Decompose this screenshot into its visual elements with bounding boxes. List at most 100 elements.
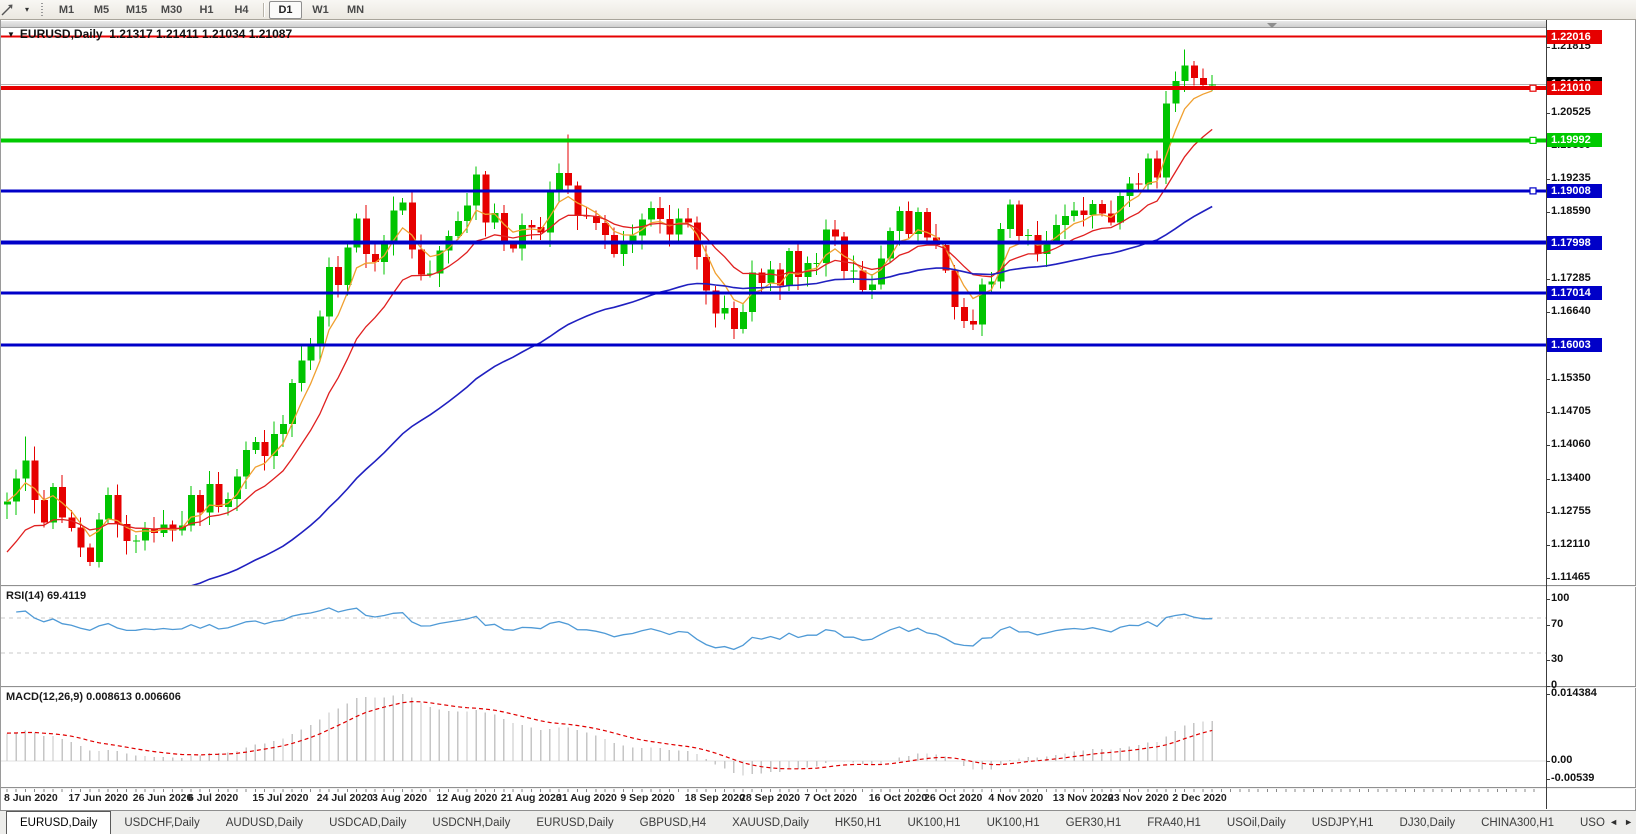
panel-separator[interactable]: [1, 585, 1636, 587]
date-label: 9 Sep 2020: [620, 792, 675, 804]
rsi-panel-plot[interactable]: [1, 587, 1546, 686]
indicator-tick-mark: [1546, 599, 1550, 600]
price-tick-label: 1.11465: [1551, 571, 1591, 583]
tab-uk100-h1[interactable]: UK100,H1: [986, 816, 1040, 829]
chart-title: ▼ EURUSD,Daily 1.21317 1.21411 1.21034 1.…: [7, 27, 292, 41]
indicator-tick-label: -0.00539: [1551, 772, 1595, 784]
date-label: 26 Jun 2020: [132, 792, 193, 804]
date-label: 8 Jun 2020: [4, 792, 58, 804]
date-label: 23 Nov 2020: [1108, 792, 1169, 804]
tab-gbpusd-h4[interactable]: GBPUSD,H4: [639, 816, 707, 829]
date-label: 4 Nov 2020: [988, 792, 1044, 804]
price-axis-line: [1546, 20, 1547, 809]
tab-usdjpy-h1[interactable]: USDJPY,H1: [1311, 816, 1374, 829]
chart-ohlc-values: 1.21317 1.21411 1.21034 1.21087: [109, 27, 293, 41]
date-label: 31 Aug 2020: [556, 792, 617, 804]
tab-eurusd-daily[interactable]: EURUSD,Daily: [536, 816, 614, 829]
price-tick-mark: [1546, 379, 1550, 380]
price-tick-mark: [1546, 47, 1550, 48]
price-tick-mark: [1546, 479, 1550, 480]
date-label: 28 Sep 2020: [740, 792, 801, 804]
date-label: 6 Jul 2020: [188, 792, 239, 804]
chart-shift-bar[interactable]: [1, 21, 1546, 28]
date-label: 26 Oct 2020: [924, 792, 983, 804]
timeframe-button-m30[interactable]: M30: [160, 3, 183, 16]
timeframe-toolbar: ▾ M1 M5 M15 M30 H1 H4 D1 W1 MN: [0, 0, 1636, 20]
price-tick-mark: [1546, 412, 1550, 413]
level-price-badge: 1.17998: [1547, 236, 1602, 250]
price-tick-mark: [1546, 312, 1550, 313]
tab-usdcnh-daily[interactable]: USDCNH,Daily: [432, 816, 511, 829]
tab-usdcad-daily[interactable]: USDCAD,Daily: [329, 816, 407, 829]
chevron-down-icon[interactable]: ▾: [25, 5, 30, 14]
date-label: 15 Jul 2020: [252, 792, 309, 804]
tab-dj30-daily[interactable]: DJ30,Daily: [1399, 816, 1456, 829]
timeframe-button-m5[interactable]: M5: [93, 3, 110, 16]
date-label: 7 Oct 2020: [804, 792, 857, 804]
price-tick-label: 1.16640: [1551, 305, 1591, 317]
timeframe-button-h4[interactable]: H4: [234, 3, 249, 16]
collapse-arrow-icon[interactable]: ▼: [7, 30, 15, 39]
tab-hk50-h1[interactable]: HK50,H1: [834, 816, 882, 829]
price-tick-label: 1.17285: [1551, 272, 1591, 284]
price-tick-mark: [1546, 578, 1550, 579]
date-label: 17 Jun 2020: [68, 792, 128, 804]
chart-symbol-period: EURUSD,Daily: [19, 27, 103, 41]
price-tick-label: 1.15350: [1551, 372, 1591, 384]
time-axis[interactable]: [1, 789, 1546, 809]
price-tick-label: 1.20525: [1551, 106, 1591, 118]
tab-usoil-daily[interactable]: USOil,Daily: [1226, 816, 1286, 829]
tab-ger30-h1[interactable]: GER30,H1: [1065, 816, 1122, 829]
indicator-tick-mark: [1546, 625, 1550, 626]
price-tick-label: 1.12755: [1551, 505, 1591, 517]
toolbar-separator: [263, 2, 265, 17]
panel-separator: [1, 787, 1636, 789]
timeframe-button-m15[interactable]: M15: [125, 3, 148, 16]
tab-china300-h1[interactable]: CHINA300,H1: [1481, 816, 1554, 829]
date-label: 13 Nov 2020: [1052, 792, 1114, 804]
price-tick-label: 1.13400: [1551, 472, 1591, 484]
price-chart-plot[interactable]: [1, 22, 1546, 585]
price-tick-mark: [1546, 113, 1550, 114]
tab-scroll-right-icon[interactable]: ►: [1624, 817, 1633, 827]
indicator-tick-mark: [1546, 686, 1550, 687]
timeframe-button-d1[interactable]: D1: [269, 0, 303, 19]
macd-panel-plot[interactable]: [1, 689, 1546, 787]
indicator-tick-mark: [1546, 779, 1550, 780]
chart-window: ▼ EURUSD,Daily 1.21317 1.21411 1.21034 1.…: [0, 20, 1636, 810]
indicator-tick-label: 0.014384: [1551, 687, 1597, 699]
indicator-tick-label: 0: [1551, 679, 1558, 691]
timeframe-button-mn[interactable]: MN: [346, 3, 365, 16]
price-tick-mark: [1546, 445, 1550, 446]
date-label: 21 Aug 2020: [500, 792, 562, 804]
indicator-tick-mark: [1546, 694, 1550, 695]
indicator-tick-label: 70: [1551, 618, 1564, 630]
price-tick-label: 1.18590: [1551, 205, 1591, 217]
tab-scroll-left-icon[interactable]: ◄: [1609, 817, 1619, 827]
price-tick-mark: [1546, 279, 1550, 280]
tab-xauusd-daily[interactable]: XAUUSD,Daily: [732, 816, 809, 829]
price-tick-mark: [1546, 512, 1550, 513]
tab-fra40-h1[interactable]: FRA40,H1: [1147, 816, 1201, 829]
timeframe-button-w1[interactable]: W1: [312, 3, 329, 16]
symbol-tab-bar: EURUSD,Daily USDCHF,Daily AUDUSD,Daily USDC…: [0, 810, 1636, 834]
indicator-tick-mark: [1546, 660, 1550, 661]
price-tick-mark: [1546, 212, 1550, 213]
date-label: 24 Jul 2020: [316, 792, 373, 804]
rsi-label: RSI(14) 69.4119: [6, 590, 87, 602]
price-tick-label: 1.14060: [1551, 438, 1591, 450]
tab-usdchf-daily[interactable]: USDCHF,Daily: [124, 816, 200, 829]
level-price-badge: 1.19008: [1547, 184, 1602, 198]
date-label: 2 Dec 2020: [1172, 792, 1227, 804]
timeframe-button-m1[interactable]: M1: [58, 3, 75, 16]
tab-uk100-h1[interactable]: UK100,H1: [907, 816, 961, 829]
tab-eurusd-daily[interactable]: EURUSD,Daily: [6, 811, 112, 834]
chart-shift-marker-icon[interactable]: [1267, 23, 1277, 28]
level-price-badge: 1.21010: [1547, 81, 1602, 95]
trendline-cursor-icon[interactable]: [1, 2, 22, 18]
tab-audusd-daily[interactable]: AUDUSD,Daily: [225, 816, 304, 829]
indicator-tick-label: 100: [1551, 592, 1570, 604]
timeframe-button-h1[interactable]: H1: [199, 3, 214, 16]
panel-separator[interactable]: [1, 686, 1636, 688]
